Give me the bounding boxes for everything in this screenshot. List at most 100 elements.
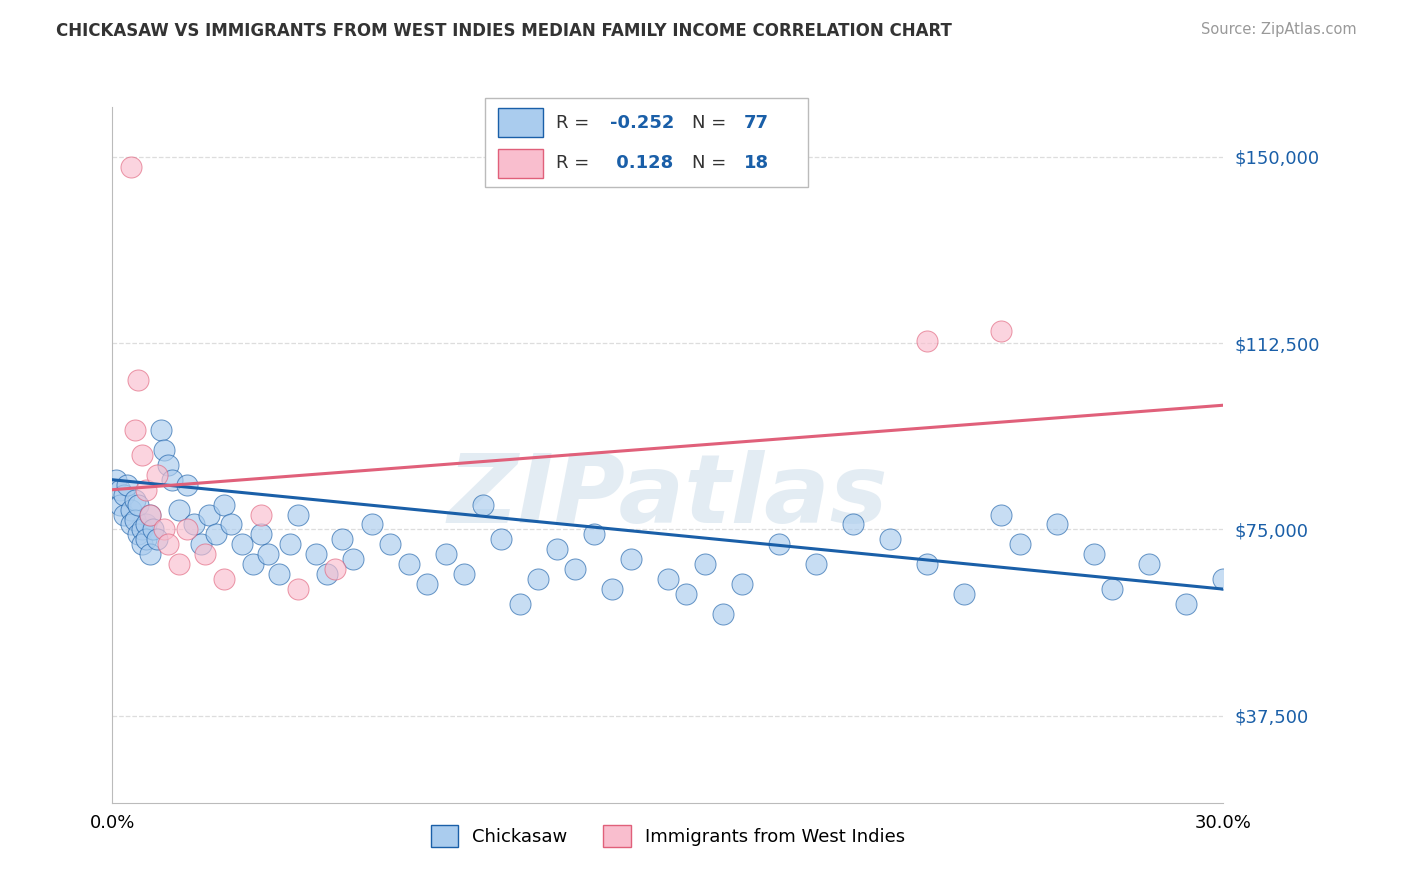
Point bbox=[491, 533, 513, 547]
Point bbox=[124, 423, 146, 437]
Point bbox=[249, 527, 271, 541]
Point bbox=[305, 547, 328, 561]
Point bbox=[278, 537, 301, 551]
Text: -0.252: -0.252 bbox=[610, 113, 673, 132]
Point bbox=[915, 558, 938, 572]
Point bbox=[176, 477, 198, 491]
Point bbox=[564, 562, 586, 576]
Point bbox=[380, 537, 402, 551]
Point bbox=[330, 533, 353, 547]
Point bbox=[120, 517, 142, 532]
Point bbox=[323, 562, 346, 576]
Point bbox=[219, 517, 242, 532]
Point bbox=[146, 533, 169, 547]
Text: N =: N = bbox=[692, 113, 733, 132]
Point bbox=[183, 517, 205, 532]
Point bbox=[205, 527, 228, 541]
Point bbox=[1045, 517, 1069, 532]
FancyBboxPatch shape bbox=[485, 98, 808, 187]
FancyBboxPatch shape bbox=[498, 149, 543, 178]
Point bbox=[602, 582, 624, 596]
Legend: Chickasaw, Immigrants from West Indies: Chickasaw, Immigrants from West Indies bbox=[422, 816, 914, 856]
Point bbox=[990, 324, 1012, 338]
Point bbox=[527, 572, 550, 586]
Point bbox=[149, 423, 172, 437]
Point bbox=[135, 517, 157, 532]
Point bbox=[693, 558, 716, 572]
Point bbox=[117, 477, 139, 491]
Point bbox=[249, 508, 271, 522]
Point bbox=[657, 572, 679, 586]
Text: Source: ZipAtlas.com: Source: ZipAtlas.com bbox=[1201, 22, 1357, 37]
Point bbox=[242, 558, 264, 572]
Point bbox=[157, 458, 180, 472]
Point bbox=[546, 542, 568, 557]
Point bbox=[231, 537, 253, 551]
Point bbox=[176, 523, 198, 537]
Point bbox=[713, 607, 735, 621]
Point bbox=[112, 488, 135, 502]
Point bbox=[915, 334, 938, 348]
Point bbox=[131, 537, 153, 551]
Point bbox=[434, 547, 457, 561]
Point bbox=[1175, 597, 1198, 611]
Point bbox=[138, 508, 160, 522]
Point bbox=[1212, 572, 1234, 586]
Point bbox=[146, 467, 169, 482]
Point bbox=[108, 498, 131, 512]
Point bbox=[842, 517, 865, 532]
Point bbox=[138, 547, 160, 561]
Point bbox=[197, 508, 219, 522]
Point bbox=[153, 523, 176, 537]
Point bbox=[1008, 537, 1031, 551]
Point bbox=[879, 533, 901, 547]
Point bbox=[131, 523, 153, 537]
Point bbox=[127, 527, 149, 541]
Text: 77: 77 bbox=[744, 113, 769, 132]
Point bbox=[953, 587, 976, 601]
Point bbox=[267, 567, 291, 582]
Point bbox=[131, 448, 153, 462]
Point bbox=[804, 558, 827, 572]
Point bbox=[112, 508, 135, 522]
Point bbox=[138, 508, 160, 522]
Text: 18: 18 bbox=[744, 153, 769, 172]
Point bbox=[212, 498, 235, 512]
Point bbox=[105, 473, 128, 487]
Text: R =: R = bbox=[557, 153, 595, 172]
Point bbox=[1083, 547, 1105, 561]
Point bbox=[316, 567, 339, 582]
Point bbox=[167, 502, 190, 516]
Point bbox=[124, 512, 146, 526]
Text: CHICKASAW VS IMMIGRANTS FROM WEST INDIES MEDIAN FAMILY INCOME CORRELATION CHART: CHICKASAW VS IMMIGRANTS FROM WEST INDIES… bbox=[56, 22, 952, 40]
Point bbox=[990, 508, 1012, 522]
Point bbox=[453, 567, 475, 582]
Point bbox=[287, 508, 309, 522]
Point bbox=[398, 558, 420, 572]
Point bbox=[120, 502, 142, 516]
Text: 0.128: 0.128 bbox=[610, 153, 673, 172]
Point bbox=[135, 483, 157, 497]
Point bbox=[509, 597, 531, 611]
Point bbox=[768, 537, 790, 551]
Point bbox=[142, 523, 165, 537]
Point bbox=[108, 483, 131, 497]
Text: N =: N = bbox=[692, 153, 733, 172]
Point bbox=[731, 577, 754, 591]
Text: ZIPatlas: ZIPatlas bbox=[447, 450, 889, 543]
Point bbox=[124, 492, 146, 507]
Point bbox=[212, 572, 235, 586]
Point bbox=[190, 537, 212, 551]
FancyBboxPatch shape bbox=[498, 108, 543, 137]
Point bbox=[287, 582, 309, 596]
Point bbox=[127, 498, 149, 512]
Point bbox=[194, 547, 217, 561]
Point bbox=[1101, 582, 1123, 596]
Point bbox=[582, 527, 605, 541]
Point bbox=[342, 552, 364, 566]
Point bbox=[1137, 558, 1160, 572]
Text: R =: R = bbox=[557, 113, 595, 132]
Point bbox=[620, 552, 643, 566]
Point bbox=[471, 498, 494, 512]
Point bbox=[675, 587, 697, 601]
